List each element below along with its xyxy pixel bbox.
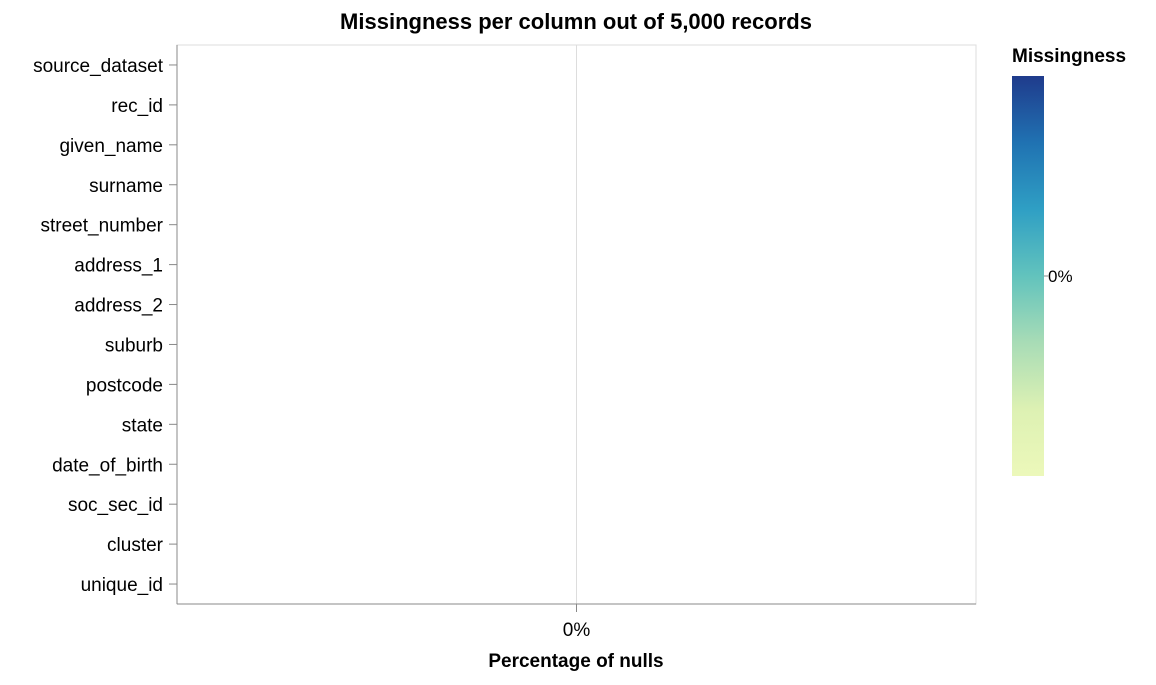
- x-axis-title: Percentage of nulls: [488, 651, 663, 672]
- legend-label: 0%: [1048, 267, 1073, 286]
- y-tick-label: rec_id: [111, 96, 163, 117]
- y-tick-label: postcode: [86, 375, 163, 396]
- y-tick-label: given_name: [59, 136, 163, 157]
- y-tick-label: source_dataset: [33, 56, 164, 77]
- y-tick-label: surname: [89, 176, 163, 197]
- y-tick-label: date_of_birth: [52, 455, 163, 476]
- x-tick-label: 0%: [563, 620, 591, 641]
- y-tick-label: unique_id: [81, 575, 163, 596]
- chart-title: Missingness per column out of 5,000 reco…: [340, 9, 812, 34]
- y-tick-label: suburb: [105, 335, 163, 356]
- x-axis: 0%: [563, 604, 591, 641]
- y-tick-label: cluster: [107, 535, 164, 556]
- legend-color-ramp: [1012, 76, 1044, 476]
- legend: Missingness 0%: [1012, 46, 1126, 476]
- y-tick-label: street_number: [40, 216, 163, 237]
- legend-labels: 0%: [1044, 267, 1073, 286]
- y-tick-label: address_2: [74, 296, 163, 317]
- y-tick-label: state: [122, 415, 163, 436]
- y-tick-label: address_1: [74, 256, 163, 277]
- legend-title: Missingness: [1012, 46, 1126, 67]
- plot-area: [176, 44, 977, 605]
- y-tick-label: soc_sec_id: [68, 495, 163, 516]
